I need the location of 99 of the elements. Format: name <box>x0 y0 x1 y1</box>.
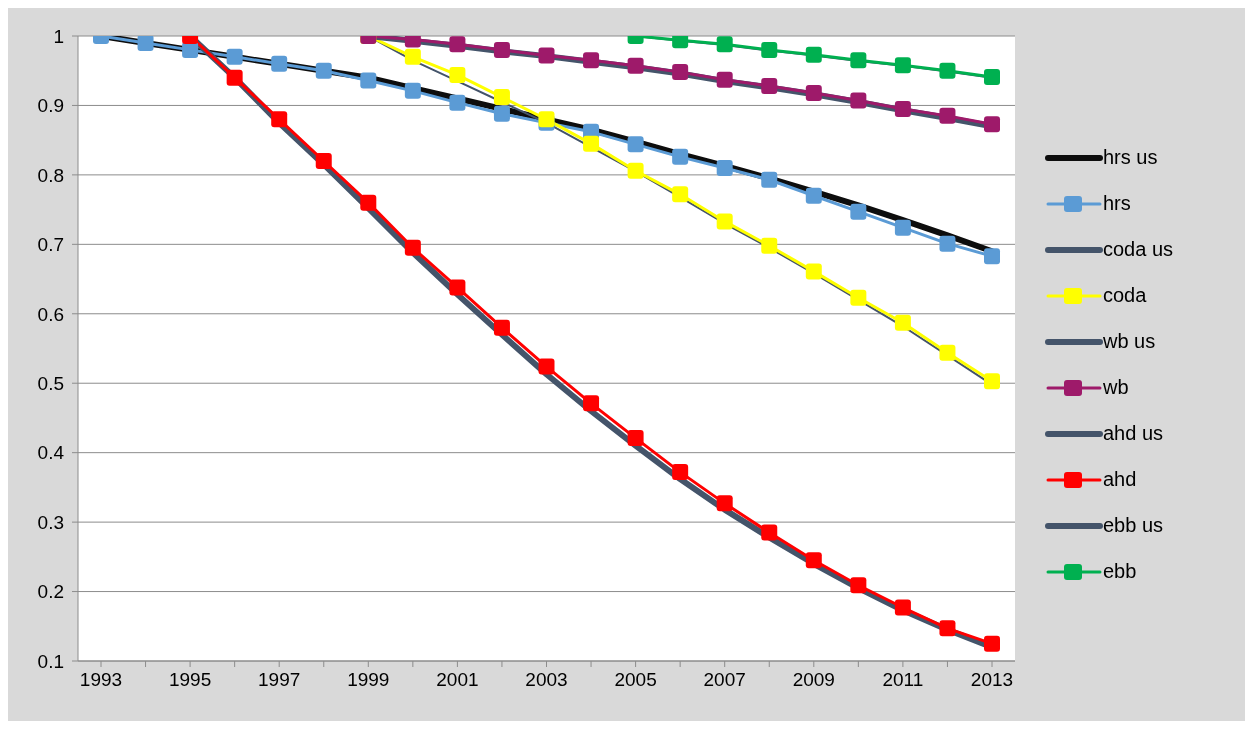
y-tick-label: 0.3 <box>37 511 64 533</box>
point <box>449 36 466 53</box>
point <box>627 162 644 179</box>
legend-label: wb us <box>1103 330 1156 353</box>
point <box>583 52 600 69</box>
y-tick-label: 0.4 <box>37 442 65 464</box>
point <box>538 358 555 375</box>
point <box>360 194 377 211</box>
point <box>894 219 911 236</box>
point <box>805 84 822 101</box>
point <box>716 495 733 512</box>
x-tick-label: 2003 <box>525 669 568 691</box>
point <box>716 159 733 176</box>
point <box>716 213 733 230</box>
point <box>939 235 956 252</box>
y-tick-label: 0.5 <box>37 372 64 394</box>
point <box>850 203 867 220</box>
point <box>404 82 421 99</box>
point <box>493 105 510 122</box>
point <box>894 314 911 331</box>
y-tick-label: 0.2 <box>37 581 64 603</box>
point <box>894 100 911 117</box>
point <box>850 289 867 306</box>
point <box>404 239 421 256</box>
point <box>360 72 377 89</box>
point <box>984 248 1000 265</box>
y-tick-label: 0.1 <box>37 650 64 672</box>
legend-label: hrs us <box>1103 146 1158 169</box>
legend-label: hrs <box>1103 192 1131 215</box>
legend-label: wb <box>1103 376 1129 399</box>
point <box>761 237 778 254</box>
y-tick-label: 0.9 <box>37 95 64 117</box>
y-tick-label: 0.7 <box>37 234 64 256</box>
point <box>984 68 1000 85</box>
x-tick-label: 1995 <box>168 669 212 691</box>
legend-label: ebb <box>1103 560 1137 583</box>
point <box>315 62 332 79</box>
point <box>716 36 733 53</box>
x-tick-label: 2001 <box>436 669 479 691</box>
point <box>939 344 956 361</box>
point <box>493 41 510 58</box>
point <box>761 78 778 94</box>
point <box>805 46 822 63</box>
x-tick-label: 2013 <box>970 669 1014 691</box>
point <box>761 524 778 541</box>
y-tick-label: 0.8 <box>37 164 64 186</box>
legend-label: coda <box>1103 284 1147 307</box>
point <box>315 153 332 169</box>
point <box>850 577 867 594</box>
point <box>672 464 689 481</box>
point <box>984 635 1000 652</box>
legend-label: ebb us <box>1103 514 1164 537</box>
point <box>226 48 243 65</box>
point <box>984 116 1000 133</box>
point <box>939 62 956 79</box>
point <box>939 107 956 124</box>
point <box>493 89 510 106</box>
x-tick-label: 2005 <box>614 669 657 691</box>
x-tick-label: 2009 <box>792 669 835 691</box>
point <box>583 135 600 152</box>
point <box>805 187 822 204</box>
point <box>493 319 510 336</box>
point <box>805 263 822 280</box>
x-tick-label: 1999 <box>347 669 390 691</box>
point <box>627 136 644 153</box>
point <box>672 186 689 203</box>
point <box>894 599 911 616</box>
point <box>271 111 288 128</box>
point <box>761 171 778 188</box>
legend-label: ahd <box>1103 468 1137 491</box>
point <box>271 55 288 72</box>
point <box>449 66 466 83</box>
y-tick-label: 1 <box>53 25 64 47</box>
point <box>672 64 689 81</box>
point <box>939 620 956 637</box>
point <box>538 47 555 64</box>
point <box>226 69 243 86</box>
point <box>449 94 466 111</box>
legend-label: ahd us <box>1103 422 1164 445</box>
y-tick-label: 0.6 <box>37 303 64 325</box>
point <box>716 71 733 88</box>
point <box>850 52 867 69</box>
x-tick-label: 1993 <box>79 669 123 691</box>
point <box>137 36 154 51</box>
x-tick-label: 2007 <box>703 669 746 691</box>
point <box>627 57 644 74</box>
point <box>672 148 689 165</box>
point <box>627 430 644 447</box>
x-tick-label: 1997 <box>258 669 301 691</box>
point <box>449 279 466 296</box>
legend-label: coda us <box>1103 238 1174 261</box>
x-tick-label: 2011 <box>882 669 924 691</box>
point <box>805 552 822 569</box>
point <box>761 41 778 58</box>
point <box>984 373 1000 390</box>
point <box>404 48 421 65</box>
point <box>583 395 600 412</box>
point <box>894 57 911 74</box>
point <box>850 92 867 109</box>
